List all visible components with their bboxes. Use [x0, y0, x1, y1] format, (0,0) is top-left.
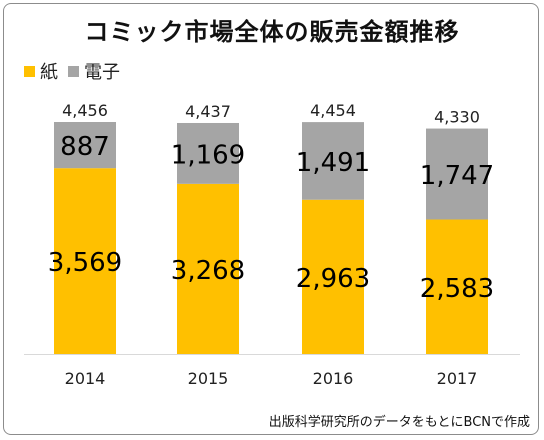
data-label-paper-2017: 2,583	[420, 274, 494, 304]
bar-digital-2016	[302, 122, 364, 200]
data-label-digital-2017: 1,747	[420, 161, 494, 191]
data-label-digital-2014: 887	[60, 132, 110, 162]
bar-paper-2015	[177, 183, 239, 354]
bar-digital-2014	[54, 122, 116, 169]
data-label-digital-2016: 1,491	[296, 148, 370, 178]
bar-paper-2014	[54, 168, 116, 354]
total-label-2017: 4,330	[434, 108, 480, 127]
total-label-2014: 4,456	[62, 101, 108, 120]
bar-paper-2017	[426, 219, 488, 354]
legend-label-digital: 電子	[84, 62, 120, 83]
x-tick-label-2016: 2016	[313, 369, 354, 388]
legend-item-paper: 紙	[24, 58, 58, 84]
x-tick-label-2017: 2017	[437, 369, 478, 388]
legend-swatch-digital	[68, 65, 79, 77]
total-label-2015: 4,437	[185, 102, 231, 121]
legend-item-digital: 電子	[68, 58, 120, 84]
legend-swatch-paper	[24, 65, 35, 77]
x-tick-label-2014: 2014	[65, 369, 106, 388]
bar-digital-2017	[426, 128, 488, 220]
source-note: 出版科学研究所のデータをもとにBCNで作成	[268, 415, 530, 430]
data-label-paper-2015: 3,268	[171, 256, 245, 286]
legend-label-paper: 紙	[40, 62, 58, 83]
bar-paper-2016	[302, 199, 364, 354]
data-label-paper-2016: 2,963	[296, 264, 370, 294]
bar-digital-2015	[177, 122, 239, 184]
chart-legend: 紙 電子	[24, 58, 130, 84]
total-label-2016: 4,454	[310, 101, 356, 120]
data-label-paper-2014: 3,569	[48, 248, 122, 278]
x-tick-label-2015: 2015	[188, 369, 229, 388]
data-label-digital-2015: 1,169	[171, 140, 245, 170]
chart-title: コミック市場全体の販売金額推移	[84, 18, 460, 46]
